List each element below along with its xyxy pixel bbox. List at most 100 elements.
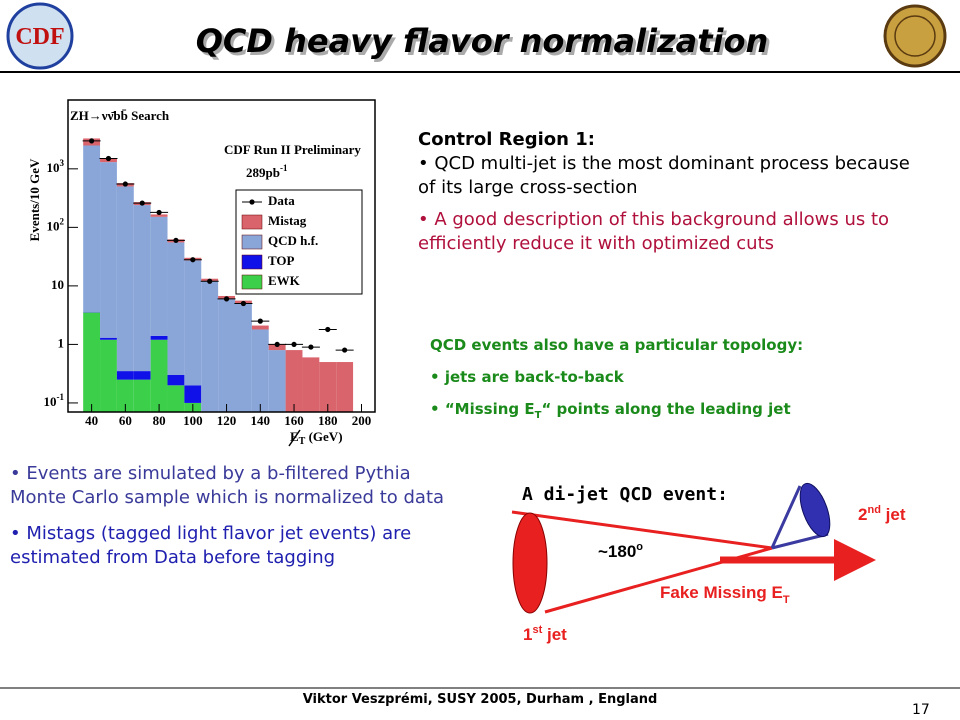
data-point [139, 200, 145, 206]
jet1-cone [512, 512, 548, 614]
tick-exponent: -1 [57, 392, 65, 402]
x-tick-label: 120 [217, 413, 237, 428]
data-point [342, 347, 348, 353]
legend-label: Mistag [268, 213, 307, 228]
y-axis-label: Events/10 GeV [27, 158, 42, 241]
plot-frame [67, 99, 376, 413]
histogram-segment [100, 339, 117, 412]
slide-title: QCD heavy flavor normalization [196, 22, 769, 60]
annotation: 289pb-1 [246, 163, 288, 180]
simulation: Events are simulated by a b-filtered Pyt… [10, 462, 470, 570]
data-point [257, 318, 263, 324]
histogram-segment [251, 329, 269, 412]
histogram-segment [116, 186, 134, 372]
page-number: 17 [912, 702, 930, 718]
missing-sub: T [783, 594, 790, 606]
legend-label: EWK [268, 273, 301, 288]
data-point [89, 138, 95, 144]
jet2-tail: jet [881, 505, 906, 524]
legend-label: TOP [268, 253, 295, 268]
histogram-segment [234, 303, 252, 412]
bullet: A good description of this background al… [418, 208, 918, 256]
tick-base: 10 [47, 218, 60, 233]
histogram-segment [83, 145, 101, 313]
tick-base: 10 [47, 160, 60, 175]
tick-exponent: 3 [60, 158, 65, 168]
y-tick-label: 103 [47, 158, 65, 175]
legend-swatch [241, 234, 263, 250]
histogram: 40 60 80 100 120 140 160 180 20010-1110102103ZH→… [27, 99, 376, 447]
histogram-segment [167, 385, 185, 412]
missing-slash [288, 429, 301, 447]
histogram-segment [133, 371, 151, 380]
cdf-logo [6, 2, 74, 70]
histogram-segment [150, 335, 168, 340]
jet1-num: 1 [523, 625, 532, 644]
histogram-segment [83, 312, 101, 412]
logo-text: CDF [15, 24, 64, 50]
annotation-sup: -1 [280, 163, 288, 173]
text: “ points along the leading jet [541, 400, 791, 418]
angle-value: ~180 [598, 542, 636, 561]
histogram-segment [133, 205, 151, 372]
data-point [156, 209, 162, 216]
x-tick-label: 40 [85, 413, 98, 428]
histogram-segment [150, 339, 168, 412]
bullet: QCD multi-jet is the most dominant proce… [418, 152, 918, 200]
footer: Viktor Veszprémi, SUSY 2005, Durham , En… [302, 692, 658, 707]
histogram-segment [302, 357, 320, 412]
x-tick-label: 160 [284, 413, 304, 428]
jet1-label: 1st jet [523, 624, 567, 644]
histogram-segment [319, 362, 337, 412]
x-tick-label: 80 [153, 413, 166, 428]
legend-swatch [241, 214, 263, 230]
data-point [105, 155, 112, 162]
histogram-segment [167, 375, 185, 386]
tick-exponent: 2 [60, 216, 65, 226]
data-point [122, 181, 128, 187]
x-label-main: E [290, 429, 299, 444]
data-point [274, 341, 280, 348]
x-tick-label: 140 [251, 413, 271, 428]
diagram-title: A di-jet QCD event: [522, 484, 728, 505]
histogram-segment [133, 379, 151, 412]
data-point [291, 341, 297, 348]
histogram-segment [100, 337, 117, 340]
bullet: jets are back-to-back [430, 367, 930, 387]
histogram-segment [336, 362, 354, 412]
histogram-segment [268, 344, 286, 351]
histogram-segment [116, 379, 134, 412]
heading: QCD events also have a particular topolo… [430, 336, 804, 354]
heading: Control Region 1: [418, 129, 595, 150]
histogram-segment [285, 350, 303, 412]
data-point [207, 278, 213, 284]
angle-label: ~180o [598, 541, 643, 561]
histogram-segment [184, 385, 202, 403]
data-point [173, 237, 179, 243]
annotation: CDF Run II Preliminary [224, 142, 361, 157]
data-point [190, 257, 196, 263]
bullet: Events are simulated by a b-filtered Pyt… [10, 462, 470, 510]
jet2-cone [799, 482, 831, 538]
university-logo [883, 4, 947, 68]
x-axis-label: ET (GeV) [290, 429, 343, 447]
x-tick-label: 60 [119, 413, 132, 428]
histogram-segment [167, 242, 185, 376]
data-point [325, 326, 331, 333]
histogram-segment [184, 260, 202, 386]
chart-title: ZH→νν̄bb̄ Search [70, 108, 170, 123]
dijet-diagram: A di-jet QCD event: ~180o 2nd jet Fake M… [511, 482, 906, 644]
legend-swatch [241, 254, 263, 270]
control-region: Control Region 1: QCD multi-jet is the m… [418, 128, 918, 256]
cone-line [771, 532, 829, 550]
histogram-segment [150, 214, 168, 217]
legend-label: Data [268, 193, 295, 208]
text: “Missing E [444, 400, 535, 418]
histogram-segment [116, 371, 134, 380]
y-tick-label: 1 [58, 335, 65, 350]
x-tick-label: 200 [352, 413, 372, 428]
data-point [223, 296, 230, 302]
angle-degree: o [636, 541, 643, 553]
jet2-sup: nd [867, 504, 880, 516]
